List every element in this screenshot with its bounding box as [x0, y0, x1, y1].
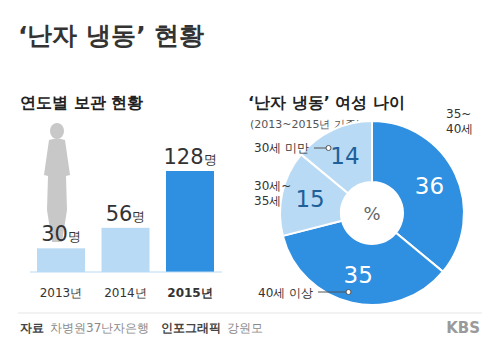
category-label: 30세 미만 — [254, 141, 309, 155]
x-tick-label: 2015년 — [167, 286, 212, 300]
category-label-line: 35~ — [446, 107, 471, 121]
data-label-number: 30 — [41, 222, 68, 246]
footer-rule — [18, 313, 482, 314]
background — [0, 0, 500, 361]
category-label-line: 35세 — [254, 194, 281, 208]
leader-dot — [346, 290, 351, 295]
leader-line — [318, 292, 346, 293]
credit-label: 인포그래픽 — [161, 321, 221, 335]
canvas: ‘난자 냉동’ 현황연도별 보관 현황30명2013년56명2014년128명2… — [0, 0, 500, 361]
data-label-number: 128 — [163, 145, 203, 169]
pie-title: ‘난자 냉동’ 여성 나이 — [248, 93, 405, 112]
data-label: 56명 — [106, 202, 146, 226]
leader-line — [314, 148, 326, 149]
bar-title: 연도별 보관 현황 — [20, 93, 143, 112]
data-label: 128명 — [163, 145, 216, 169]
baseline — [30, 272, 222, 273]
main-title: ‘난자 냉동’ 현황 — [18, 21, 204, 50]
category-label-line: 30세~ — [254, 179, 291, 193]
slice — [301, 121, 372, 193]
data-label: 36 — [415, 173, 444, 199]
leader-dot — [326, 146, 331, 151]
bar — [166, 171, 214, 272]
bars — [37, 171, 214, 272]
source-label: 자료 — [20, 321, 44, 335]
center-label: % — [363, 203, 380, 224]
silhouette-head — [50, 123, 64, 139]
data-label: 35 — [344, 262, 373, 288]
data-label-unit: 명 — [204, 152, 217, 167]
data-label-number: 56 — [106, 202, 133, 226]
data-label: 30명 — [41, 222, 81, 246]
data-label: 15 — [295, 186, 324, 212]
source: 차병원37난자은행 — [50, 321, 149, 335]
footer: 자료 차병원37난자은행 인포그래픽 강원모 — [20, 321, 263, 335]
x-tick-label: 2013년 — [40, 286, 83, 300]
x-tick-label: 2014년 — [104, 286, 147, 300]
category-label: 30세~35세 — [254, 179, 291, 208]
data-label-unit: 명 — [68, 229, 81, 244]
logo: KBS — [446, 319, 480, 337]
category-label: 35~40세 — [446, 107, 473, 136]
category-label: 40세 이상 — [258, 286, 313, 300]
bar — [37, 248, 85, 272]
category-label-line: 40세 — [446, 122, 473, 136]
bar — [102, 228, 150, 272]
credit: 강원모 — [227, 321, 263, 335]
data-label-unit: 명 — [132, 209, 145, 224]
data-label: 14 — [330, 143, 359, 169]
